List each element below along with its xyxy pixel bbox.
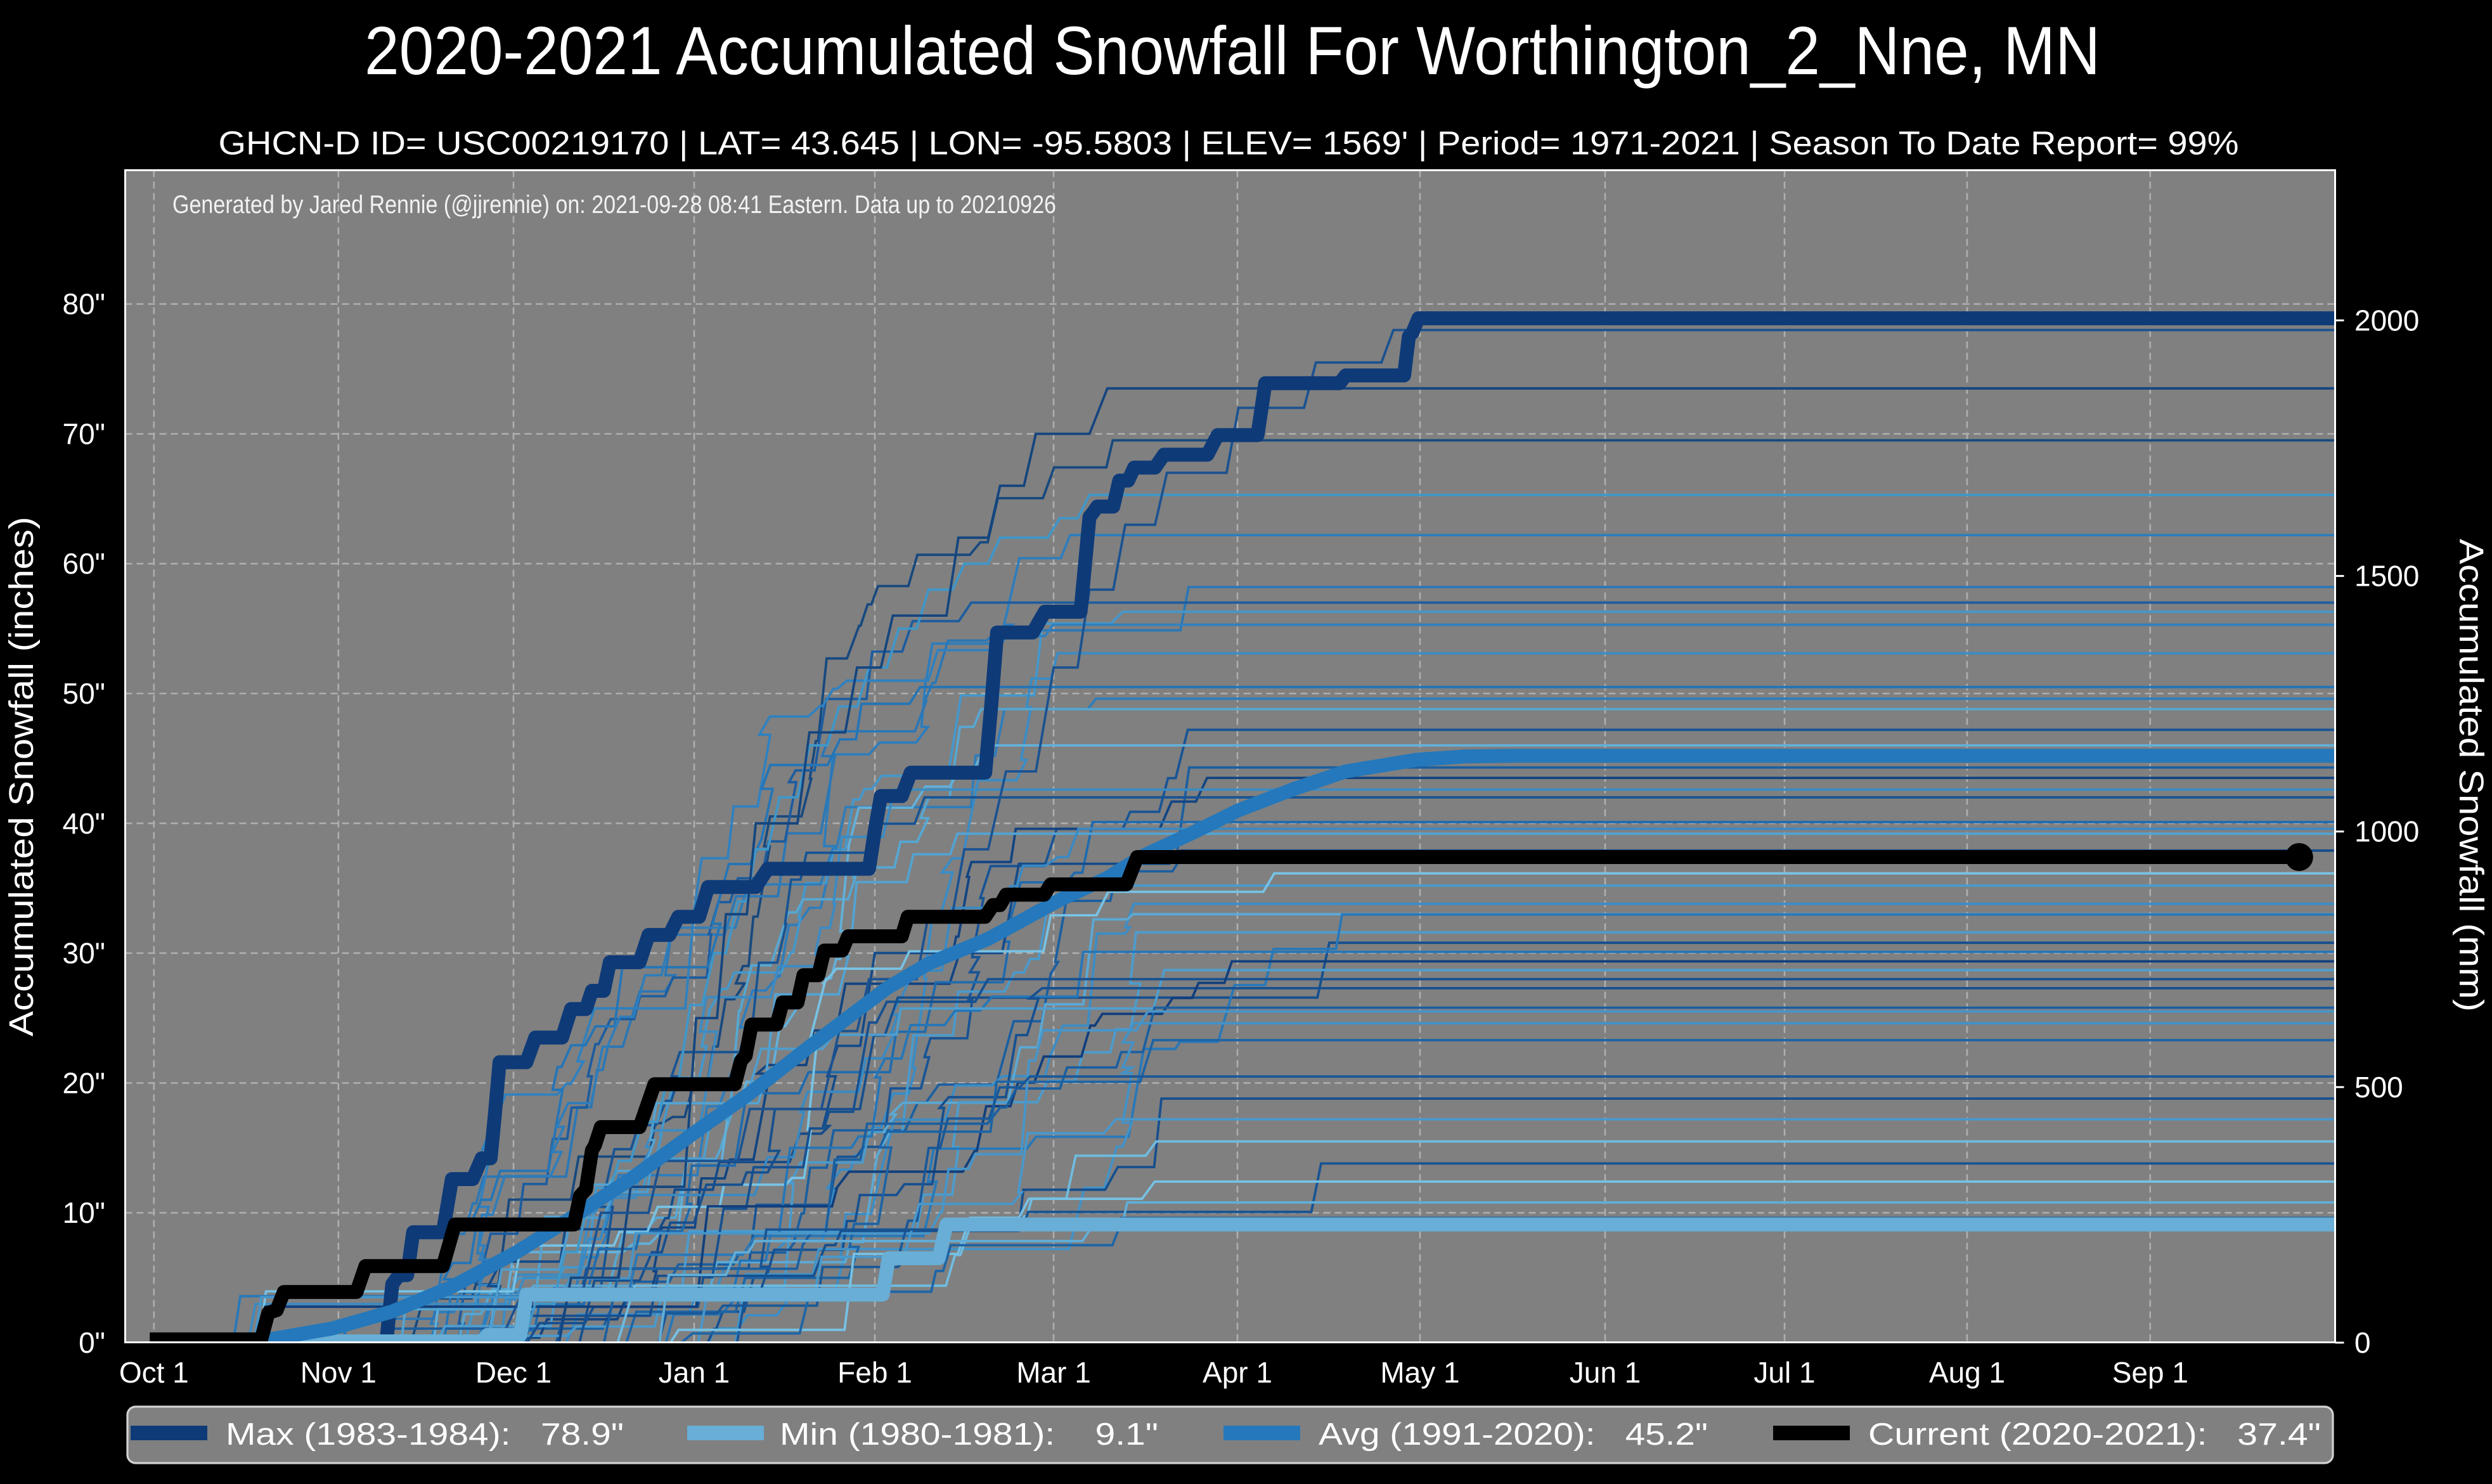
svg-text:Dec 1: Dec 1 xyxy=(475,1356,552,1389)
svg-text:Nov 1: Nov 1 xyxy=(300,1356,377,1389)
svg-text:30": 30" xyxy=(63,937,106,970)
svg-text:Avg (1991-2020): 45.2": Avg (1991-2020): 45.2" xyxy=(1319,1417,1708,1452)
svg-text:GHCN-D ID= USC00219170 | LAT=: GHCN-D ID= USC00219170 | LAT= 43.645 | L… xyxy=(219,126,2239,162)
svg-text:500: 500 xyxy=(2354,1071,2403,1104)
svg-text:Jul 1: Jul 1 xyxy=(1753,1356,1815,1389)
svg-text:Jun 1: Jun 1 xyxy=(1570,1356,1641,1389)
svg-text:40": 40" xyxy=(63,807,106,840)
svg-text:0": 0" xyxy=(79,1326,105,1359)
svg-text:May 1: May 1 xyxy=(1380,1356,1459,1389)
svg-text:Aug 1: Aug 1 xyxy=(1929,1356,2005,1389)
svg-text:Feb 1: Feb 1 xyxy=(837,1356,912,1389)
svg-text:Generated by Jared Rennie (@jj: Generated by Jared Rennie (@jjrennie) on… xyxy=(172,191,1056,219)
svg-text:2000: 2000 xyxy=(2354,304,2419,337)
svg-text:Jan 1: Jan 1 xyxy=(659,1356,730,1389)
svg-text:Oct 1: Oct 1 xyxy=(119,1356,189,1389)
svg-text:Accumulated Snowfall (mm): Accumulated Snowfall (mm) xyxy=(2452,539,2490,1012)
svg-text:1000: 1000 xyxy=(2354,815,2419,848)
svg-text:20": 20" xyxy=(63,1066,106,1099)
svg-text:10": 10" xyxy=(63,1196,106,1229)
svg-text:2020-2021 Accumulated Snowfall: 2020-2021 Accumulated Snowfall For Worth… xyxy=(365,12,2100,89)
svg-text:Accumulated Snowfall (inches): Accumulated Snowfall (inches) xyxy=(3,517,41,1036)
svg-text:Apr 1: Apr 1 xyxy=(1203,1356,1272,1389)
svg-text:0: 0 xyxy=(2354,1326,2371,1359)
svg-text:Min (1980-1981): 9.1": Min (1980-1981): 9.1" xyxy=(780,1417,1158,1452)
svg-text:50": 50" xyxy=(63,677,106,710)
svg-text:Sep 1: Sep 1 xyxy=(2112,1356,2188,1389)
svg-text:80": 80" xyxy=(63,288,106,321)
svg-text:1500: 1500 xyxy=(2354,560,2419,593)
svg-text:Max (1983-1984): 78.9": Max (1983-1984): 78.9" xyxy=(226,1417,624,1452)
svg-text:Mar 1: Mar 1 xyxy=(1016,1356,1091,1389)
svg-text:60": 60" xyxy=(63,547,106,580)
svg-text:70": 70" xyxy=(63,417,106,450)
svg-text:Current (2020-2021): 37.4": Current (2020-2021): 37.4" xyxy=(1868,1417,2321,1452)
